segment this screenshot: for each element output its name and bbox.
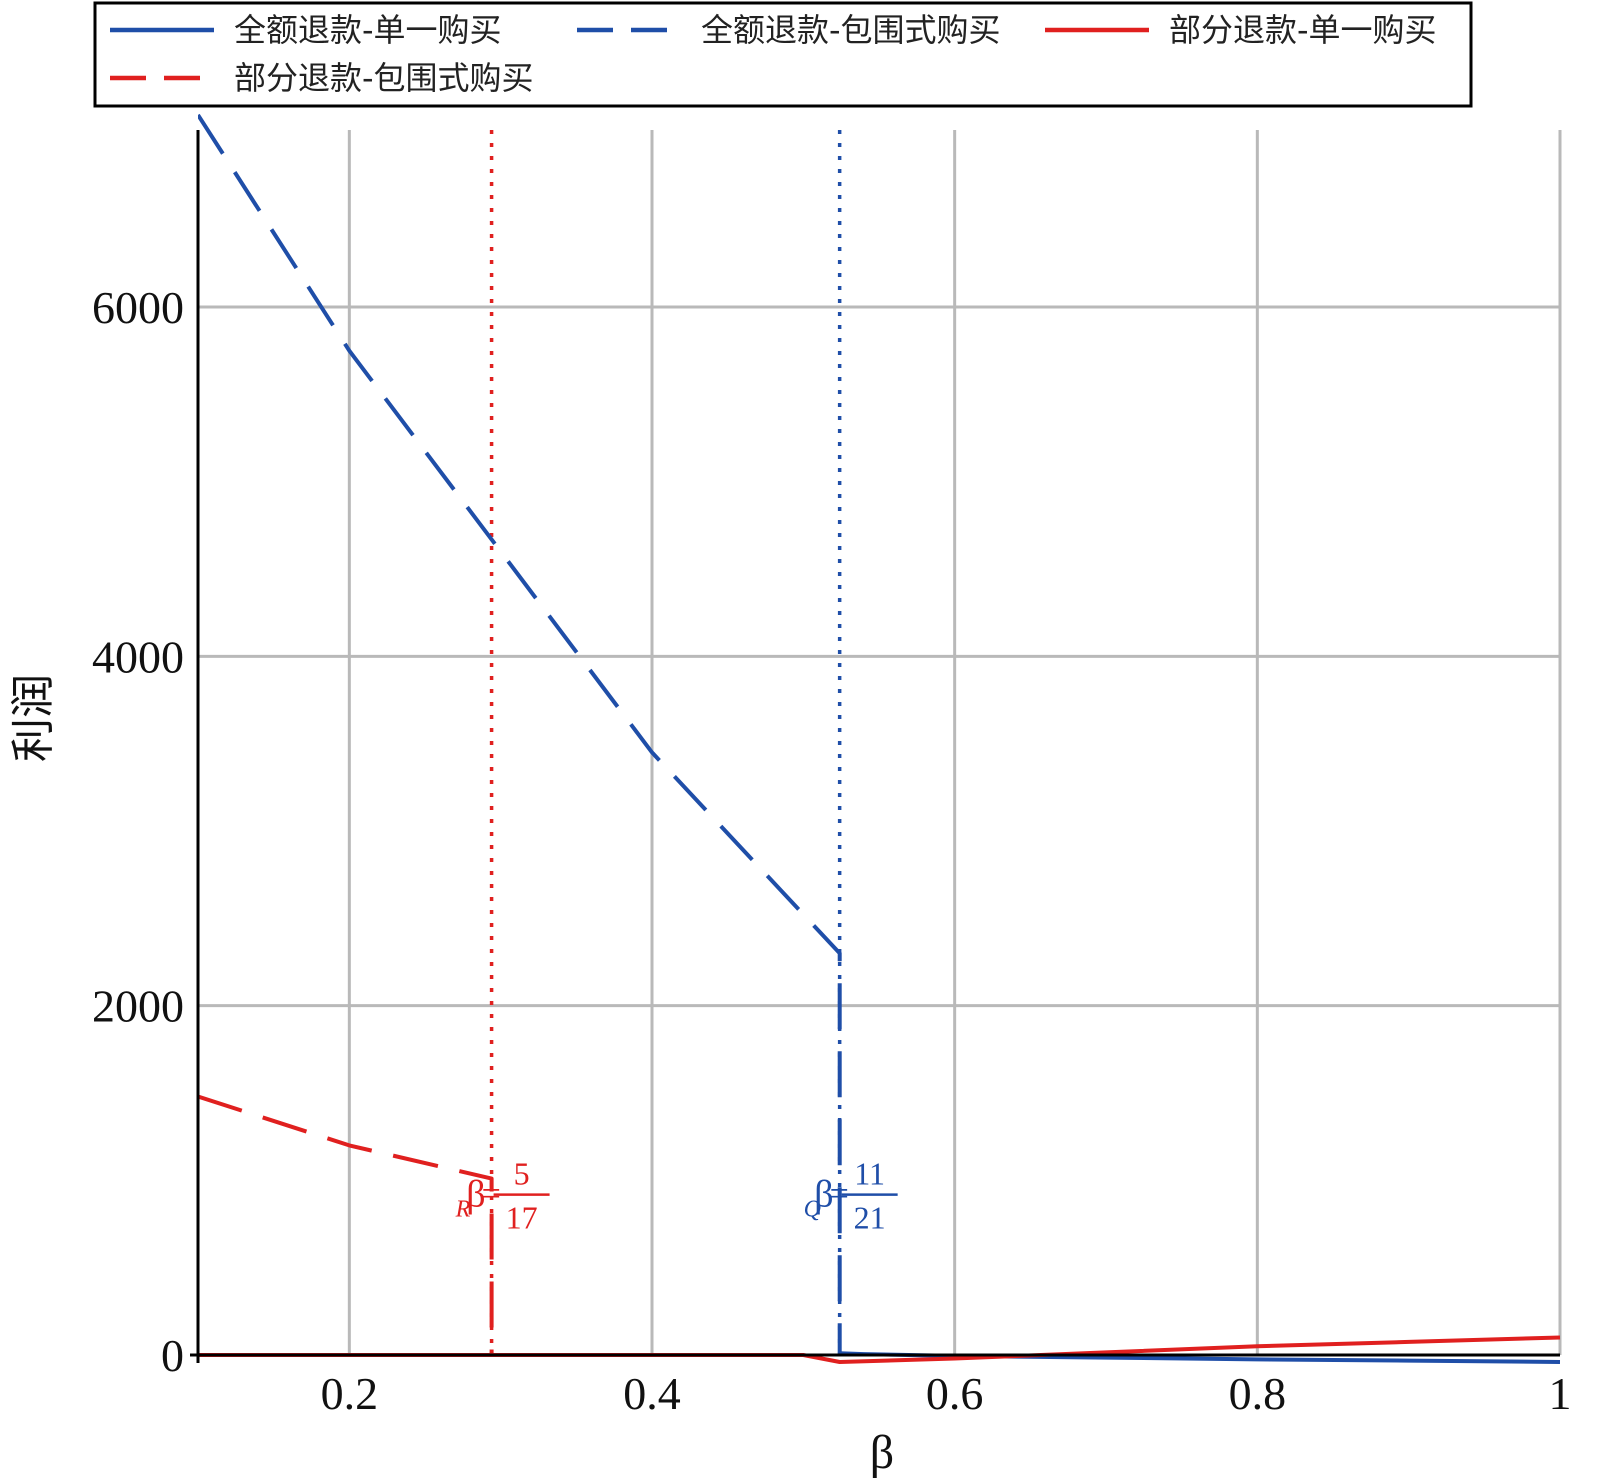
legend-label: 全额退款-包围式购买 xyxy=(701,11,1001,49)
beta-symbol: β xyxy=(814,1174,833,1216)
equals-sign: = xyxy=(830,1176,849,1213)
tick-labels: 0.2 0.4 0.6 0.8 1 0 2000 4000 6000 xyxy=(92,282,1572,1419)
fraction-numerator: 5 xyxy=(514,1156,530,1192)
x-tick-label: 1 xyxy=(1549,1368,1572,1419)
fraction-numerator: 11 xyxy=(854,1156,885,1192)
x-tick-label: 0.2 xyxy=(321,1368,379,1419)
beta-subscript: Q xyxy=(804,1197,821,1223)
y-axis-title: 利润 xyxy=(8,674,59,762)
fraction-denominator: 17 xyxy=(506,1200,538,1236)
series-line xyxy=(198,1094,494,1355)
y-tick-label: 4000 xyxy=(92,631,184,682)
legend-box xyxy=(93,1,1473,108)
legend-label: 部分退款-单一购买 xyxy=(1169,11,1437,49)
x-tick-label: 0.4 xyxy=(623,1368,681,1419)
axes xyxy=(190,130,1560,1363)
threshold-lines xyxy=(489,130,842,1355)
series-line xyxy=(198,113,842,1355)
y-tick-label: 0 xyxy=(161,1330,184,1381)
equals-sign: = xyxy=(482,1176,501,1213)
beta-threshold-label: βQ =11 21 xyxy=(804,1156,898,1236)
legend-label: 部分退款-包围式购买 xyxy=(234,59,534,97)
x-tick-label: 0.6 xyxy=(926,1368,984,1419)
beta-symbol: β xyxy=(466,1174,485,1216)
y-tick-label: 2000 xyxy=(92,981,184,1032)
fraction-denominator: 21 xyxy=(854,1200,886,1236)
y-tick-label: 6000 xyxy=(92,282,184,333)
x-tick-label: 0.8 xyxy=(1229,1368,1287,1419)
beta-threshold-label: βR = 5 17 xyxy=(455,1156,550,1236)
beta-subscript: R xyxy=(455,1197,471,1223)
x-axis-title: β xyxy=(870,1426,894,1479)
legend-label: 全额退款-单一购买 xyxy=(234,11,502,49)
